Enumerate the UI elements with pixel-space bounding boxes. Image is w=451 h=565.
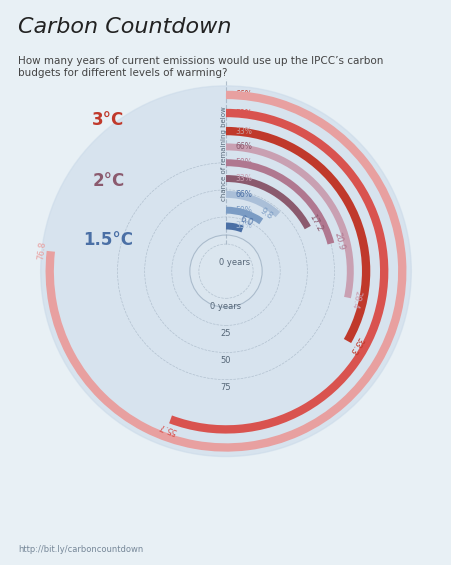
Text: 50%: 50% [235,108,251,118]
Text: 33%: 33% [235,127,251,136]
Text: 0 years: 0 years [210,302,241,311]
Text: 3°C: 3°C [92,111,124,129]
Text: How many years of current emissions would use up the IPCC’s carbon
budgets for d: How many years of current emissions woul… [18,56,382,78]
Text: chance of remaining below: chance of remaining below [220,106,226,201]
Text: 50%: 50% [235,158,251,167]
Text: 9.8: 9.8 [258,206,274,221]
Text: 33%: 33% [235,221,251,231]
Text: Carbon Countdown: Carbon Countdown [18,17,231,37]
Text: 2°C: 2°C [92,172,124,190]
Text: 17.2: 17.2 [307,213,323,233]
Text: http://bit.ly/carboncountdown: http://bit.ly/carboncountdown [18,545,143,554]
Text: 50%: 50% [235,206,251,215]
Text: 55.7: 55.7 [157,420,177,435]
Text: 66%: 66% [235,142,251,151]
Text: 1.5°C: 1.5°C [83,231,133,249]
Circle shape [41,86,410,457]
Circle shape [189,235,262,307]
Text: 33.3: 33.3 [346,335,363,356]
Text: 33%: 33% [235,174,251,183]
Text: 75: 75 [220,383,231,392]
Text: 50: 50 [220,356,231,365]
Text: 76.8: 76.8 [36,241,47,260]
Text: 25: 25 [220,329,231,338]
Text: 6.0: 6.0 [238,214,253,227]
Text: 66%: 66% [235,190,251,199]
Text: 20.9: 20.9 [332,231,345,251]
Text: 66%: 66% [235,90,251,99]
Text: 28.4: 28.4 [349,289,362,310]
Text: 0 years: 0 years [219,258,250,267]
